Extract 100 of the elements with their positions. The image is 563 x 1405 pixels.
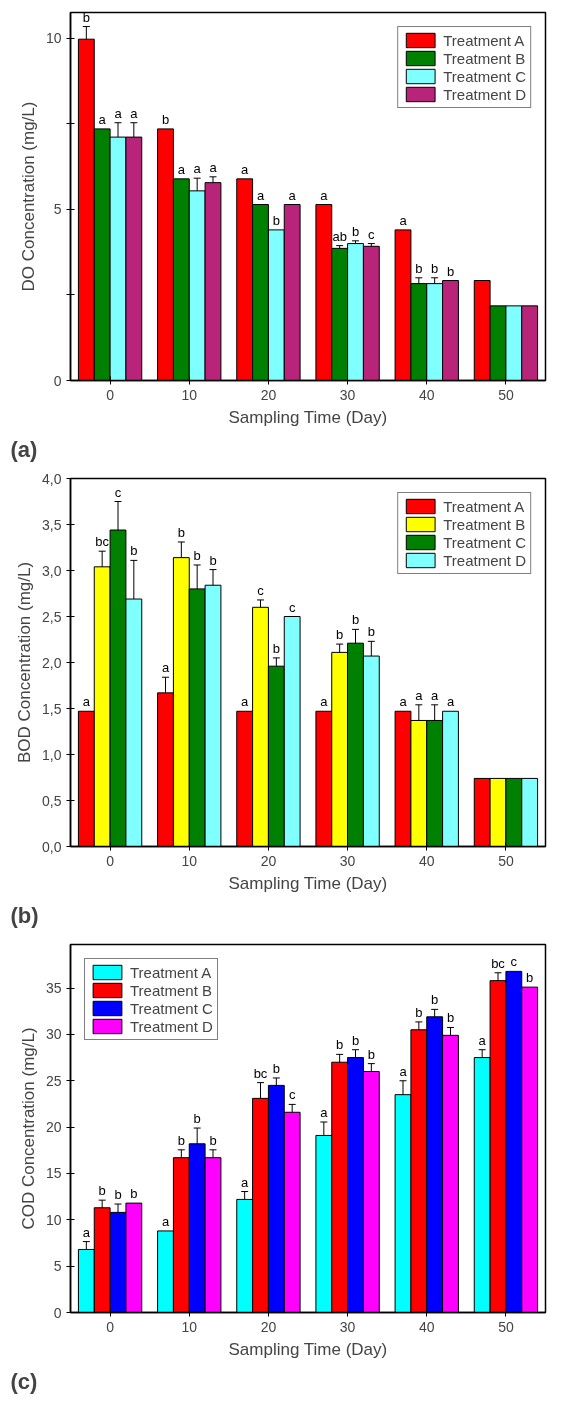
data-label: a — [415, 687, 424, 703]
y-tick-label: 20 — [45, 1119, 62, 1136]
y-tick-label: 0 — [53, 1304, 62, 1321]
data-label: a — [241, 161, 250, 177]
data-label: a — [193, 161, 202, 177]
y-tick-label: 3,0 — [42, 562, 62, 579]
data-label: b — [446, 263, 455, 279]
data-label: a — [177, 161, 186, 177]
y-tick-label: 35 — [45, 980, 62, 997]
data-label: b — [272, 1060, 280, 1076]
x-tick-label: 20 — [260, 1318, 277, 1335]
data-label: a — [320, 1105, 329, 1121]
data-label: b — [82, 9, 90, 25]
x-tick-label: 30 — [339, 1318, 356, 1335]
y-axis-title: DO Concentration (mg/L) — [18, 101, 38, 292]
y-tick-label: 15 — [45, 1165, 62, 1182]
text: (b) — [10, 902, 39, 928]
y-tick-label: 0 — [53, 372, 62, 389]
y-tick-label: 30 — [45, 1026, 62, 1043]
data-label: c — [288, 1087, 296, 1103]
data-label: b — [367, 624, 375, 640]
data-label: b — [336, 627, 344, 643]
data-label: b — [272, 212, 280, 228]
data-label: a — [399, 212, 408, 228]
data-label: b — [526, 970, 534, 986]
data-label: a — [431, 687, 440, 703]
data-label: a — [256, 187, 265, 203]
legend-label: Treatment D — [130, 1017, 213, 1035]
legend-label: Treatment C — [443, 533, 526, 551]
text: (a) — [10, 436, 38, 462]
data-label: b — [431, 260, 439, 276]
data-label: c — [368, 226, 376, 242]
x-tick-label: 30 — [339, 852, 356, 869]
y-tick-label: 1,5 — [42, 700, 62, 717]
y-tick-label: 2,0 — [42, 654, 62, 671]
data-label: b — [130, 1186, 138, 1202]
x-axis-title: Sampling Time (Day) — [228, 407, 388, 427]
data-label: b — [351, 612, 360, 628]
x-tick-label: 0 — [106, 1318, 115, 1335]
data-label: b — [415, 260, 423, 276]
data-label: bc — [253, 1065, 268, 1081]
legend-label: Treatment A — [443, 497, 525, 515]
y-tick-label: 4,0 — [42, 470, 62, 487]
data-label: b — [161, 111, 170, 127]
data-label: b — [193, 547, 201, 563]
data-label: b — [114, 1187, 122, 1203]
legend-label: Treatment A — [130, 963, 212, 981]
data-label: c — [114, 484, 122, 500]
x-tick-label: 50 — [498, 1318, 514, 1335]
data-label: b — [415, 1004, 423, 1020]
data-label: b — [431, 992, 439, 1008]
legend-label: Treatment C — [443, 67, 526, 85]
y-tick-label: 5 — [53, 201, 62, 218]
x-tick-label: 10 — [181, 386, 198, 403]
y-tick-label: 3,5 — [42, 516, 62, 533]
x-axis-title: Sampling Time (Day) — [228, 1339, 388, 1359]
data-label: a — [241, 694, 250, 710]
x-tick-label: 10 — [181, 852, 198, 869]
data-label: b — [446, 1010, 455, 1026]
y-tick-label: 25 — [45, 1072, 62, 1089]
data-label: bc — [95, 534, 110, 550]
x-tick-label: 40 — [418, 1318, 435, 1335]
data-label: a — [399, 694, 408, 710]
data-label: a — [320, 694, 329, 710]
x-axis-title: Sampling Time (Day) — [228, 873, 388, 893]
data-label: a — [320, 187, 329, 203]
y-axis-title: COD Concentration (mg/L) — [18, 1027, 38, 1230]
y-tick-label: 2,5 — [42, 608, 62, 625]
data-label: b — [177, 1132, 185, 1148]
x-tick-label: 10 — [181, 1318, 198, 1335]
data-label: a — [399, 1063, 408, 1079]
x-tick-label: 40 — [418, 386, 435, 403]
data-label: b — [130, 543, 138, 559]
y-tick-label: 10 — [45, 1211, 62, 1228]
y-tick-label: 10 — [45, 30, 62, 47]
y-tick-label: 1,0 — [42, 746, 62, 763]
legend-label: Treatment A — [443, 31, 525, 49]
legend-label: Treatment D — [443, 551, 526, 569]
y-tick-label: 0,5 — [42, 792, 62, 809]
data-label: a — [114, 105, 123, 121]
x-tick-label: 40 — [418, 852, 435, 869]
data-label: a — [288, 187, 297, 203]
x-tick-label: 20 — [260, 386, 277, 403]
data-label: b — [351, 223, 360, 239]
y-axis-title: BOD Concentration (mg/L) — [15, 561, 35, 764]
data-label: b — [98, 1183, 106, 1199]
data-label: b — [336, 1037, 344, 1053]
data-label: a — [82, 694, 91, 710]
data-label: c — [288, 599, 296, 615]
data-label: c — [257, 582, 265, 598]
x-tick-label: 20 — [260, 852, 277, 869]
data-label: ab — [332, 228, 347, 244]
data-label: b — [193, 1111, 201, 1127]
data-label: b — [177, 524, 185, 540]
data-label: a — [82, 1224, 91, 1240]
legend-label: Treatment B — [443, 515, 526, 533]
y-tick-label: 0,0 — [42, 838, 62, 855]
data-label: a — [446, 694, 455, 710]
legend-label: Treatment B — [130, 981, 212, 999]
data-label: b — [367, 1046, 375, 1062]
